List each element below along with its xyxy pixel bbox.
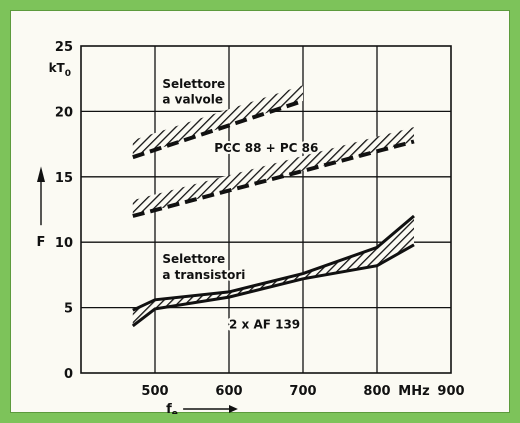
series-label: PCC 88 + PC 86	[214, 141, 318, 155]
y-unit-label: kT0	[49, 61, 71, 79]
series-label-halo: Selettore	[162, 252, 225, 266]
series-label-halo: Selettore	[162, 77, 225, 91]
series-label: Selettore	[162, 252, 225, 266]
band-fill	[132, 216, 415, 326]
x-tick-label: 700	[289, 384, 316, 399]
y-axis-arrowhead	[37, 166, 45, 183]
series-label-halo: 2 x AF 139	[229, 318, 300, 332]
y-tick-label: 25	[55, 40, 73, 55]
y-unit-subscript: 0	[65, 69, 71, 79]
band-fill	[132, 127, 415, 216]
y-axis-label: F	[37, 235, 46, 250]
x-tick-label: 900	[437, 384, 464, 399]
series-label: Selettore	[162, 77, 225, 91]
series-label: 2 x AF 139	[229, 318, 300, 332]
x-axis-arrowhead	[229, 405, 238, 413]
band-fill	[132, 85, 303, 158]
y-tick-label: 0	[64, 367, 73, 382]
x-axis-subscript: e	[172, 409, 178, 414]
x-axis-label: fe	[166, 402, 178, 414]
band-lower-edge	[132, 99, 304, 160]
plot-border	[80, 45, 452, 374]
series-label: a valvole	[162, 93, 223, 107]
series-label-halo: a transistori	[162, 268, 245, 282]
y-tick-label: 5	[64, 302, 73, 317]
y-tick-label: 15	[55, 171, 73, 186]
series-label-halo: PCC 88 + PC 86	[214, 141, 318, 155]
x-tick-label: 500	[141, 384, 168, 399]
x-tick-label: 600	[215, 384, 242, 399]
y-tick-label: 20	[55, 105, 73, 120]
x-unit-label: MHz	[398, 384, 429, 399]
noise-figure-chart: 500 600 700 800 900 0 5 10 15 20 25 MHz kT0 Ffe Selett…	[37, 40, 465, 414]
series-label: a transistori	[162, 268, 245, 282]
band-upper-edge	[132, 214, 415, 312]
band-lower-edge	[131, 243, 415, 328]
x-tick-label: 800	[363, 384, 390, 399]
band-lower-edge	[132, 139, 415, 218]
series-label-halo: a valvole	[162, 93, 223, 107]
y-tick-label: 10	[55, 236, 73, 251]
